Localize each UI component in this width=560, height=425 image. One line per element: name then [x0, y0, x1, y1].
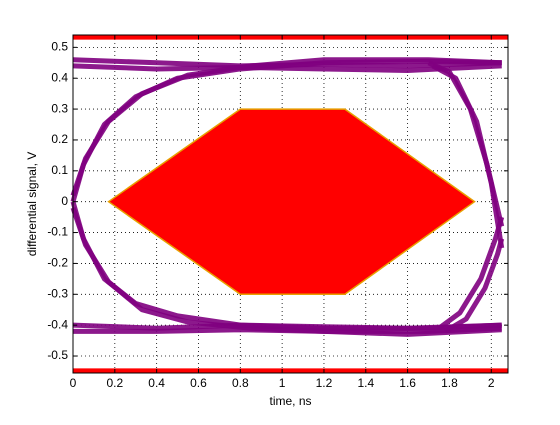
- x-tick-label: 0.4: [148, 376, 165, 390]
- plot-frame: [72, 34, 509, 374]
- x-tick-label: 0: [70, 376, 77, 390]
- y-tick-label: 0.4: [51, 70, 68, 84]
- y-tick-label: 0: [61, 194, 68, 208]
- mask-region: [73, 35, 508, 40]
- y-tick-label: 0.3: [51, 101, 68, 115]
- x-tick-label: 0.6: [190, 376, 207, 390]
- y-tick-label: -0.4: [47, 317, 68, 331]
- eye-trace: [443, 238, 505, 334]
- x-tick-label: 2: [488, 376, 495, 390]
- x-tick-label: 1.4: [357, 376, 374, 390]
- y-tick-label: -0.3: [47, 286, 68, 300]
- eye-trace: [431, 63, 505, 249]
- y-tick-label: -0.1: [47, 225, 68, 239]
- x-tick-label: 1.6: [399, 376, 416, 390]
- eye-trace: [70, 207, 502, 334]
- y-tick-label: 0.5: [51, 40, 68, 54]
- x-tick-label: 0.2: [106, 376, 123, 390]
- y-tick-label: 0.2: [51, 132, 68, 146]
- mask-region: [73, 368, 508, 373]
- x-tick-label: 1.2: [316, 376, 333, 390]
- eye-trace: [70, 57, 502, 197]
- x-tick-label: 0.8: [232, 376, 249, 390]
- y-axis-label: differential signal, V: [25, 152, 39, 257]
- y-tick-label: -0.5: [47, 348, 68, 362]
- y-tick-label: -0.2: [47, 256, 68, 270]
- eye-trace: [437, 216, 505, 331]
- x-axis-label: time, ns: [269, 394, 311, 408]
- x-tick-label: 1.8: [441, 376, 458, 390]
- x-tick-label: 1: [279, 376, 286, 390]
- y-tick-label: 0.1: [51, 163, 68, 177]
- mask-region: [107, 108, 476, 296]
